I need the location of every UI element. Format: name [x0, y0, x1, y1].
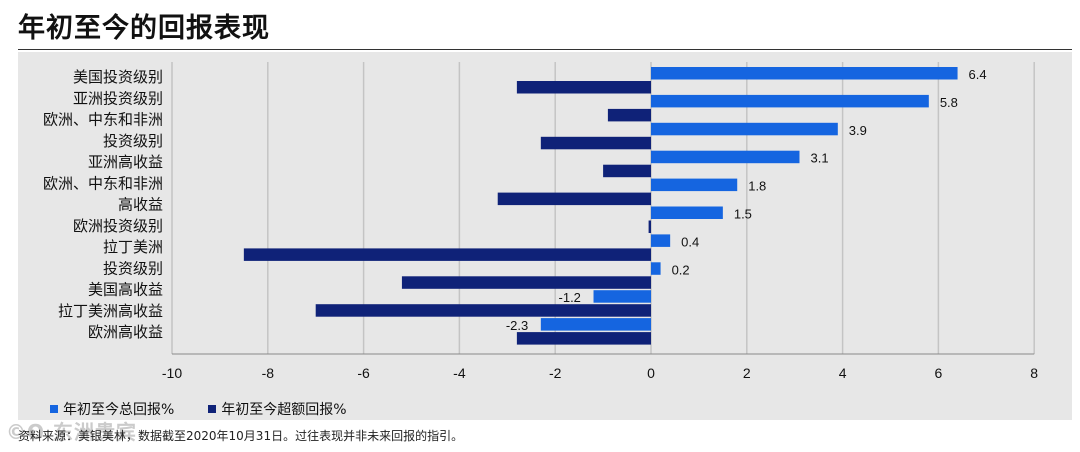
bar-excess: [401, 276, 651, 289]
data-label: 0.4: [681, 234, 699, 249]
data-label: 0.2: [672, 262, 690, 277]
data-label: -2.3: [506, 318, 528, 333]
x-tick-label: -8: [262, 365, 275, 381]
x-tick-label: 8: [1030, 365, 1038, 381]
data-label: 6.4: [969, 67, 987, 82]
page-title: 年初至今的回报表现: [18, 13, 270, 44]
bar-total: [651, 206, 723, 219]
category-label: 投资级别: [103, 132, 163, 150]
category-label: 欧洲高收益: [88, 323, 163, 341]
category-label: 欧洲、中东和非洲: [43, 174, 163, 192]
data-labels: 6.4 5.8 3.9 3.1 1.8 1.5 0.4 0.2 -1.2 -2.3: [506, 67, 987, 333]
x-tick-label: 2: [743, 365, 751, 381]
bar-total: [651, 150, 800, 164]
category-labels: 美国投资级别亚洲投资级别欧洲、中东和非洲投资级别亚洲高收益欧洲、中东和非洲高收益…: [43, 68, 163, 341]
legend: 年初至今总回报% 年初至今超额回报%: [50, 399, 347, 419]
legend-swatch-total: [50, 405, 58, 413]
category-label: 欧洲、中东和非洲: [43, 111, 163, 129]
category-label: 亚洲高收益: [88, 153, 163, 171]
bar-total: [651, 94, 929, 108]
category-label: 美国高收益: [88, 281, 163, 299]
x-tick-label: 4: [839, 365, 847, 381]
category-label: 美国投资级别: [73, 68, 163, 86]
bar-total: [651, 178, 738, 192]
bar-excess: [243, 248, 651, 261]
bar-total: [651, 262, 661, 275]
data-label: 5.8: [940, 95, 958, 110]
category-label: 拉丁美洲: [103, 238, 163, 256]
bar-excess: [497, 192, 651, 206]
bar-excess: [516, 81, 651, 94]
legend-label-total: 年初至今总回报%: [63, 402, 175, 418]
chart-panel: [18, 52, 1072, 420]
category-label: 拉丁美洲高收益: [58, 302, 163, 320]
bar-excess: [648, 220, 651, 233]
data-label: 3.9: [849, 123, 867, 138]
bars: [243, 67, 958, 345]
source-note: 资料来源：美银美林，数据截至2020年10月31日。过往表现并非未来回报的指引。: [18, 429, 464, 443]
category-label: 投资级别: [103, 259, 163, 277]
data-label: 1.8: [748, 179, 766, 194]
legend-swatch-excess: [208, 405, 217, 413]
bar-excess: [607, 108, 651, 122]
legend-item-total: 年初至今总回报%: [50, 399, 174, 419]
x-tick-label: -6: [357, 365, 370, 381]
x-tick-label: -2: [549, 365, 562, 381]
bar-total: [651, 67, 958, 80]
category-label: 欧洲投资级别: [73, 217, 163, 235]
bar-excess: [540, 136, 651, 150]
legend-item-excess: 年初至今超额回报%: [208, 399, 347, 419]
category-label: 高收益: [118, 196, 163, 214]
x-tick-labels: -10 -8 -6 -4 -2 0 2 4 6 8: [162, 365, 1038, 381]
legend-label-excess: 年初至今超额回报%: [221, 402, 347, 418]
data-label: 1.5: [734, 207, 752, 222]
bar-total: [593, 290, 651, 303]
x-tick-label: -10: [162, 365, 182, 381]
x-tick-label: -4: [453, 365, 466, 381]
x-tick-label: 6: [935, 365, 943, 381]
bar-total: [651, 122, 838, 136]
data-label: 3.1: [810, 151, 828, 166]
x-tick-label: 0: [647, 365, 655, 381]
bar-excess: [315, 304, 651, 317]
bar-total: [651, 234, 671, 247]
bar-excess: [516, 332, 651, 345]
watermark-logo: ©O 东洲贵宾: [6, 420, 137, 444]
title-divider: [18, 49, 1072, 50]
data-label: -1.2: [559, 290, 581, 305]
category-label: 亚洲投资级别: [73, 89, 163, 107]
bar-total: [540, 318, 651, 331]
bar-excess: [603, 164, 651, 178]
